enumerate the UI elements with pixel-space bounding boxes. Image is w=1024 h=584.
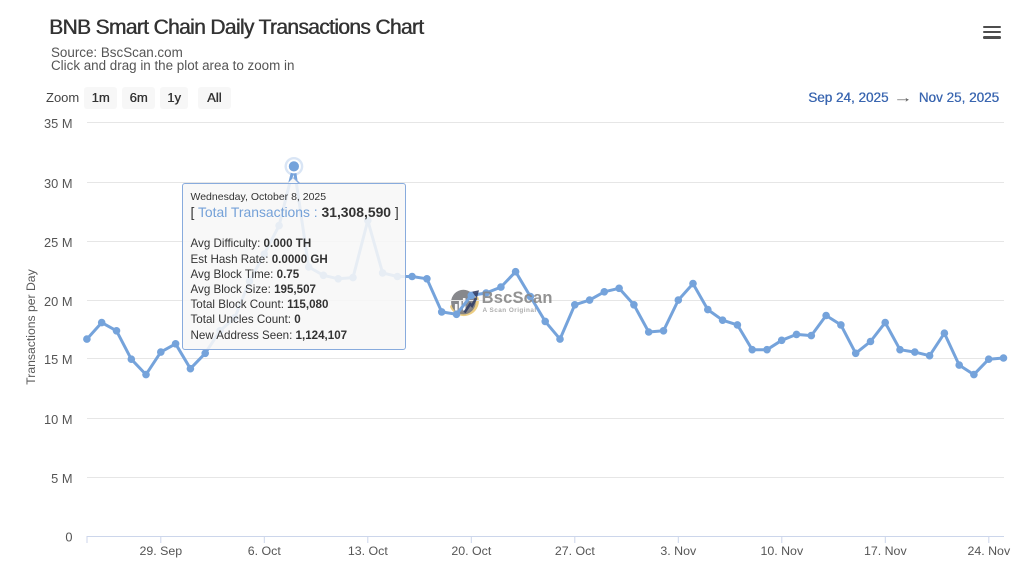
svg-text:30 M: 30 M (44, 176, 72, 191)
svg-text:25 M: 25 M (44, 235, 72, 250)
svg-text:6. Oct: 6. Oct (248, 544, 282, 558)
svg-text:29. Sep: 29. Sep (139, 544, 182, 558)
svg-text:0: 0 (65, 530, 72, 545)
svg-text:15 M: 15 M (44, 352, 72, 367)
svg-text:10 M: 10 M (44, 412, 72, 427)
svg-text:27. Oct: 27. Oct (555, 544, 596, 558)
svg-text:5 M: 5 M (51, 471, 72, 486)
svg-text:3. Nov: 3. Nov (660, 544, 697, 558)
svg-text:35 M: 35 M (44, 116, 72, 131)
svg-text:17. Nov: 17. Nov (864, 544, 908, 558)
svg-text:20. Oct: 20. Oct (451, 544, 492, 558)
svg-text:A Scan Original: A Scan Original (483, 307, 537, 314)
svg-text:20 M: 20 M (44, 294, 72, 309)
svg-text:10. Nov: 10. Nov (760, 544, 804, 558)
svg-text:24. Nov: 24. Nov (967, 544, 1011, 558)
svg-text:13. Oct: 13. Oct (348, 544, 389, 558)
svg-text:BscScan: BscScan (482, 289, 553, 307)
